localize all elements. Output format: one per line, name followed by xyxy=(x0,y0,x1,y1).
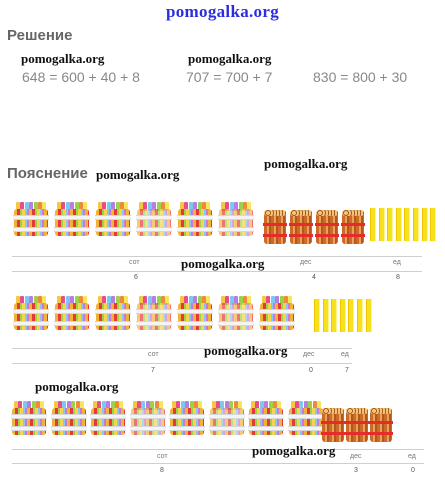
digit-hundreds: 6 xyxy=(134,274,138,281)
unit-stick-icon xyxy=(348,299,355,332)
hundred-bundle-icon xyxy=(248,401,284,435)
hundred-bundle-icon xyxy=(208,401,245,435)
hundred-bundle-icon xyxy=(136,296,172,330)
hundred-bundle-icon xyxy=(90,401,126,435)
hundred-bundle-icon xyxy=(218,296,254,330)
unit-stick-icon xyxy=(421,208,428,241)
divider-line xyxy=(12,348,352,349)
site-header[interactable]: pomogalka.org xyxy=(166,2,279,21)
digit-units: 0 xyxy=(411,467,415,474)
hundred-bundle-icon xyxy=(54,202,90,236)
label-units: ед xyxy=(408,453,416,460)
digit-units: 7 xyxy=(345,367,349,374)
unit-stick-icon xyxy=(339,299,346,332)
hundred-bundle-icon xyxy=(177,202,213,236)
equation-648: 648 = 600 + 40 + 8 xyxy=(22,69,140,85)
hundred-bundle-icon xyxy=(13,296,49,330)
watermark: pomogalka.org xyxy=(252,443,336,458)
ten-bundle-icon xyxy=(321,408,345,442)
watermark: pomogalka.org xyxy=(264,156,348,171)
ten-bundle-icon xyxy=(341,210,365,244)
hundred-bundle-icon xyxy=(177,296,213,330)
explanation-heading: Пояснение xyxy=(7,165,88,182)
ten-bundle-icon xyxy=(289,210,313,244)
label-hundreds: сот xyxy=(129,259,140,266)
digit-tens: 0 xyxy=(309,367,313,374)
unit-stick-icon xyxy=(365,299,372,332)
unit-stick-icon xyxy=(413,208,419,241)
divider-line xyxy=(12,463,424,464)
hundred-bundle-icon xyxy=(50,401,87,435)
watermark: pomogalka.org xyxy=(96,167,180,182)
label-tens: дес xyxy=(300,259,312,266)
label-hundreds: сот xyxy=(148,351,159,358)
ten-bundle-icon xyxy=(345,408,369,442)
unit-stick-icon xyxy=(404,208,411,241)
hundred-bundle-icon xyxy=(218,202,254,236)
hundred-bundle-icon xyxy=(95,202,131,236)
label-units: ед xyxy=(341,351,349,358)
divider-line xyxy=(12,449,424,450)
digit-tens: 3 xyxy=(354,467,358,474)
ten-bundle-icon xyxy=(263,210,287,244)
hundred-bundle-icon xyxy=(13,202,49,236)
unit-stick-icon xyxy=(322,299,329,332)
label-tens: дес xyxy=(303,351,315,358)
watermark: pomogalka.org xyxy=(188,51,272,66)
divider-line xyxy=(12,256,422,257)
label-units: ед xyxy=(393,259,401,266)
hundred-bundle-icon xyxy=(136,202,172,236)
equation-830: 830 = 800 + 30 xyxy=(313,69,408,85)
unit-stick-icon xyxy=(314,299,320,332)
unit-stick-icon xyxy=(387,208,394,241)
watermark: pomogalka.org xyxy=(181,256,265,271)
digit-tens: 4 xyxy=(312,274,316,281)
solution-heading: Решение xyxy=(7,27,73,44)
equation-707: 707 = 700 + 7 xyxy=(186,69,273,85)
watermark: pomogalka.org xyxy=(204,343,288,358)
unit-stick-icon xyxy=(331,299,338,332)
divider-line xyxy=(12,271,422,272)
digit-hundreds: 8 xyxy=(160,467,164,474)
ten-bundle-icon xyxy=(369,408,393,442)
hundred-bundle-icon xyxy=(169,401,205,435)
unit-stick-icon xyxy=(430,208,437,241)
hundred-bundle-icon xyxy=(259,296,295,330)
hundred-bundle-icon xyxy=(11,401,47,435)
label-tens: дес xyxy=(350,453,362,460)
hundred-bundle-icon xyxy=(54,296,90,330)
hundred-bundle-icon xyxy=(287,401,324,435)
watermark: pomogalka.org xyxy=(21,51,105,66)
label-hundreds: сот xyxy=(157,453,168,460)
watermark: pomogalka.org xyxy=(35,379,119,394)
hundred-bundle-icon xyxy=(129,401,166,435)
ten-bundle-icon xyxy=(315,210,339,244)
unit-stick-icon xyxy=(357,299,363,332)
hundred-bundle-icon xyxy=(95,296,131,330)
digit-units: 8 xyxy=(396,274,400,281)
unit-stick-icon xyxy=(395,208,402,241)
divider-line xyxy=(12,363,352,364)
digit-hundreds: 7 xyxy=(151,367,155,374)
unit-stick-icon xyxy=(370,208,376,241)
unit-stick-icon xyxy=(378,208,385,241)
